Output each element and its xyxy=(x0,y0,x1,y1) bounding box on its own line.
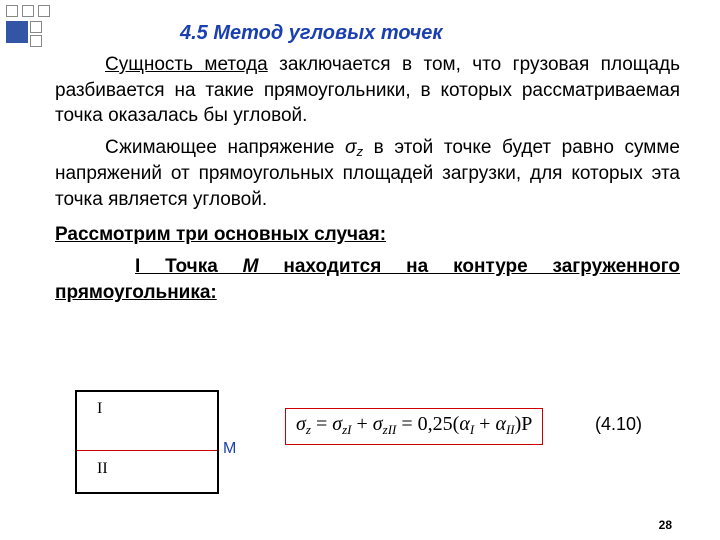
p2-a: Сжимающее напряжение xyxy=(105,137,345,158)
diagram-outer-rect: I II xyxy=(75,390,219,494)
p2-var: σ xyxy=(345,137,356,158)
deco-sq-5 xyxy=(30,35,42,47)
formula-box: σz = σzI + σzII = 0,25(αI + αII)P xyxy=(285,408,543,445)
case1-a: I Точка xyxy=(135,256,243,277)
f-plus2: + xyxy=(474,413,495,435)
deco-sq-2 xyxy=(22,5,34,17)
deco-sq-big xyxy=(6,21,28,43)
diagram-label-M: M xyxy=(223,440,236,458)
section-heading: 4.5 Метод угловых точек xyxy=(180,22,443,45)
diagram-rectangle: I II M xyxy=(75,390,235,500)
diagram-midline xyxy=(77,450,217,451)
diagram-label-II: II xyxy=(97,460,108,478)
f-plus: + xyxy=(351,413,372,435)
case1-m: М xyxy=(243,256,259,277)
f-alpha2: α xyxy=(495,413,506,435)
equation-number: (4.10) xyxy=(595,414,642,435)
f-close: )P xyxy=(515,413,533,435)
f-sigma3: σ xyxy=(373,413,383,435)
paragraph-1: Сущность метода заключается в том, что г… xyxy=(55,52,680,129)
deco-sq-3 xyxy=(38,5,50,17)
f-sigma: σ xyxy=(296,413,306,435)
page-number: 28 xyxy=(659,518,672,532)
paragraph-2: Сжимающее напряжение σz в этой точке буд… xyxy=(55,135,680,212)
f-sub-zII: zII xyxy=(383,422,397,437)
deco-sq-1 xyxy=(6,5,18,17)
p1-lead: Сущность метода xyxy=(105,54,268,75)
f-alpha1: α xyxy=(459,413,470,435)
diagram-label-I: I xyxy=(97,400,102,418)
deco-sq-4 xyxy=(30,21,42,33)
paragraph-3: Рассмотрим три основных случая: xyxy=(55,222,680,248)
f-eq1: = xyxy=(311,413,332,435)
f-sigma2: σ xyxy=(332,413,342,435)
f-eq2: = 0,25( xyxy=(396,413,459,435)
f-sub-aII: II xyxy=(506,422,515,437)
case-1-title: I Точка М находится на контуре загруженн… xyxy=(55,254,680,305)
